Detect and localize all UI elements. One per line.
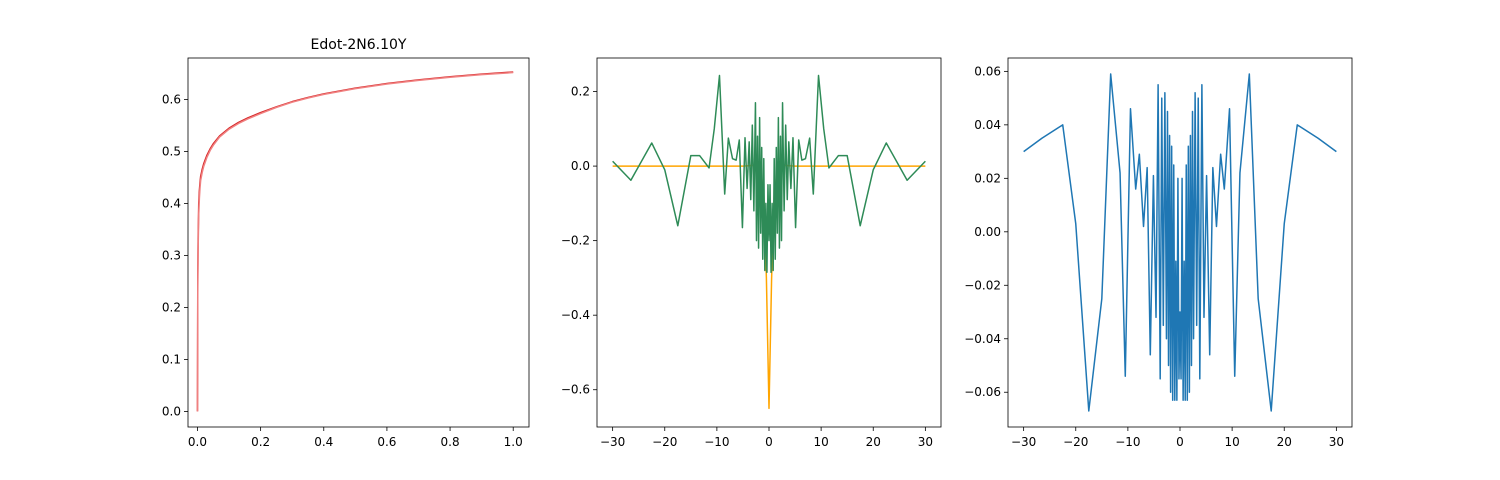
y-tick-label: 0.02 xyxy=(974,171,1001,185)
y-tick-label: 0.2 xyxy=(162,300,181,314)
y-tick-label: −0.06 xyxy=(964,385,1001,399)
x-tick-label: 0.0 xyxy=(188,435,207,449)
y-tick-label: −0.02 xyxy=(964,278,1001,292)
y-tick-label: 0.2 xyxy=(571,85,590,99)
x-tick-label: 0.6 xyxy=(377,435,396,449)
y-tick-label: 0.4 xyxy=(162,197,181,211)
x-tick-label: 20 xyxy=(1277,435,1292,449)
y-tick-label: 0.0 xyxy=(571,159,590,173)
y-tick-label: 0.5 xyxy=(162,145,181,159)
x-tick-label: 10 xyxy=(1224,435,1239,449)
y-tick-label: 0.04 xyxy=(974,118,1001,132)
y-tick-label: −0.2 xyxy=(561,234,590,248)
y-tick-label: 0.6 xyxy=(162,93,181,107)
chart-2: −30 −20 −10 0 10 20 30 −0.6 −0.4 −0.2 0.0 0.2 xyxy=(561,57,942,449)
chart-1: 0.0 0.2 0.4 0.6 0.8 1.0 0.0 0.1 0.2 0.3 0.4 0.5 0.6 E… xyxy=(162,37,530,449)
y-tick-label: 0.06 xyxy=(974,64,1001,78)
x-tick-label: 30 xyxy=(918,435,933,449)
x-tick-label: 0 xyxy=(1176,435,1184,449)
y-tick-label: 0.0 xyxy=(162,404,181,418)
x-tick-label: 0.2 xyxy=(251,435,270,449)
y-tick-label: −0.04 xyxy=(964,332,1001,346)
chart-3: −30 −20 −10 0 10 20 30 −0.06 −0.04 −0.02 0.00 0.02 0… xyxy=(964,57,1353,449)
x-tick-label: 1.0 xyxy=(504,435,523,449)
series-line-2 xyxy=(612,74,926,274)
y-tick-label: −0.6 xyxy=(561,383,590,397)
x-tick-label: −20 xyxy=(652,435,677,449)
x-tick-label: −30 xyxy=(1011,435,1036,449)
x-tick-label: 10 xyxy=(813,435,828,449)
y-tick-label: 0.00 xyxy=(974,225,1001,239)
x-tick-label: −30 xyxy=(600,435,625,449)
x-tick-label: −10 xyxy=(704,435,729,449)
x-tick-label: −10 xyxy=(1115,435,1140,449)
x-tick-label: 0 xyxy=(765,435,773,449)
x-tick-label: −20 xyxy=(1063,435,1088,449)
y-tick-label: 0.3 xyxy=(162,248,181,262)
x-tick-label: 0.4 xyxy=(314,435,333,449)
axes-frame xyxy=(187,57,530,428)
chart-title: Edot-2N6.10Y xyxy=(311,37,407,53)
y-tick-label: 0.1 xyxy=(162,352,181,366)
x-tick-label: 20 xyxy=(866,435,881,449)
series-line-1 xyxy=(1023,73,1337,412)
x-tick-label: 30 xyxy=(1329,435,1344,449)
series-line-1 xyxy=(612,164,926,410)
x-tick-label: 0.8 xyxy=(441,435,460,449)
y-tick-label: −0.4 xyxy=(561,308,590,322)
series-line-2 xyxy=(196,71,514,412)
